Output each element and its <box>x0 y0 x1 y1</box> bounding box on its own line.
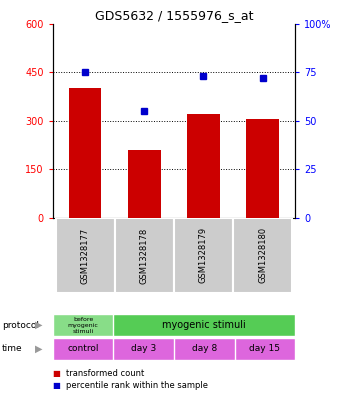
Text: day 8: day 8 <box>191 344 217 353</box>
Title: GDS5632 / 1555976_s_at: GDS5632 / 1555976_s_at <box>95 9 253 22</box>
Bar <box>246 119 279 218</box>
Text: transformed count: transformed count <box>66 369 144 378</box>
Text: GSM1328177: GSM1328177 <box>81 227 90 283</box>
Bar <box>233 218 292 293</box>
Text: ▶: ▶ <box>35 344 43 354</box>
Text: before
myogenic
stimuli: before myogenic stimuli <box>68 317 99 334</box>
Text: protocol: protocol <box>2 321 39 330</box>
Text: GSM1328178: GSM1328178 <box>140 227 149 283</box>
Bar <box>69 88 101 218</box>
Text: day 15: day 15 <box>249 344 280 353</box>
Text: GSM1328179: GSM1328179 <box>199 227 208 283</box>
Bar <box>128 150 160 218</box>
Text: ■: ■ <box>53 381 61 389</box>
Bar <box>187 114 220 218</box>
Bar <box>174 218 233 293</box>
Text: ■: ■ <box>53 369 61 378</box>
Text: day 3: day 3 <box>131 344 156 353</box>
Text: time: time <box>2 344 22 353</box>
Bar <box>56 218 115 293</box>
Text: percentile rank within the sample: percentile rank within the sample <box>66 381 208 389</box>
Text: ▶: ▶ <box>35 320 43 330</box>
Text: myogenic stimuli: myogenic stimuli <box>162 320 246 330</box>
Text: control: control <box>67 344 99 353</box>
Text: GSM1328180: GSM1328180 <box>258 227 267 283</box>
Bar <box>115 218 174 293</box>
